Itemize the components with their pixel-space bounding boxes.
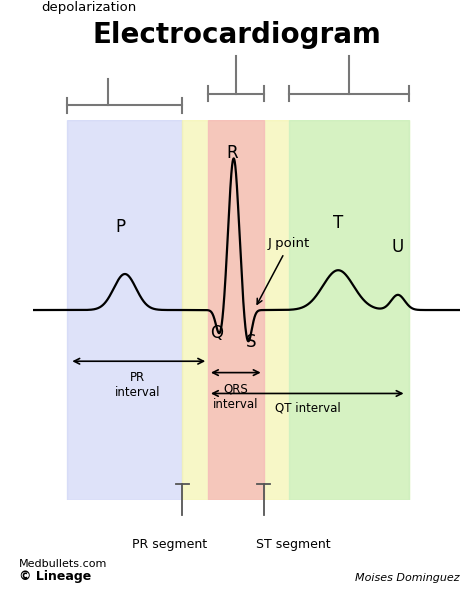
Text: QRS
interval: QRS interval xyxy=(213,383,258,411)
Text: QT interval: QT interval xyxy=(275,402,341,415)
Text: PR segment: PR segment xyxy=(132,538,207,551)
Text: PR
interval: PR interval xyxy=(115,371,160,399)
Text: Medbullets.com: Medbullets.com xyxy=(19,559,107,569)
Text: © Lineage: © Lineage xyxy=(19,569,91,583)
Text: S: S xyxy=(246,334,256,352)
Text: J point: J point xyxy=(257,237,310,304)
Text: ST segment: ST segment xyxy=(256,538,331,551)
Text: R: R xyxy=(227,144,238,162)
Text: T: T xyxy=(333,214,343,232)
Bar xyxy=(182,120,409,500)
Bar xyxy=(289,120,409,500)
Text: Atrial
depolarization: Atrial depolarization xyxy=(42,0,137,14)
Text: Q: Q xyxy=(210,324,223,342)
Text: P: P xyxy=(116,217,126,235)
Text: U: U xyxy=(392,238,404,256)
Bar xyxy=(67,120,182,500)
Bar xyxy=(208,120,264,500)
Text: Moises Dominguez: Moises Dominguez xyxy=(355,573,460,583)
Text: Electrocardiogram: Electrocardiogram xyxy=(92,21,382,49)
